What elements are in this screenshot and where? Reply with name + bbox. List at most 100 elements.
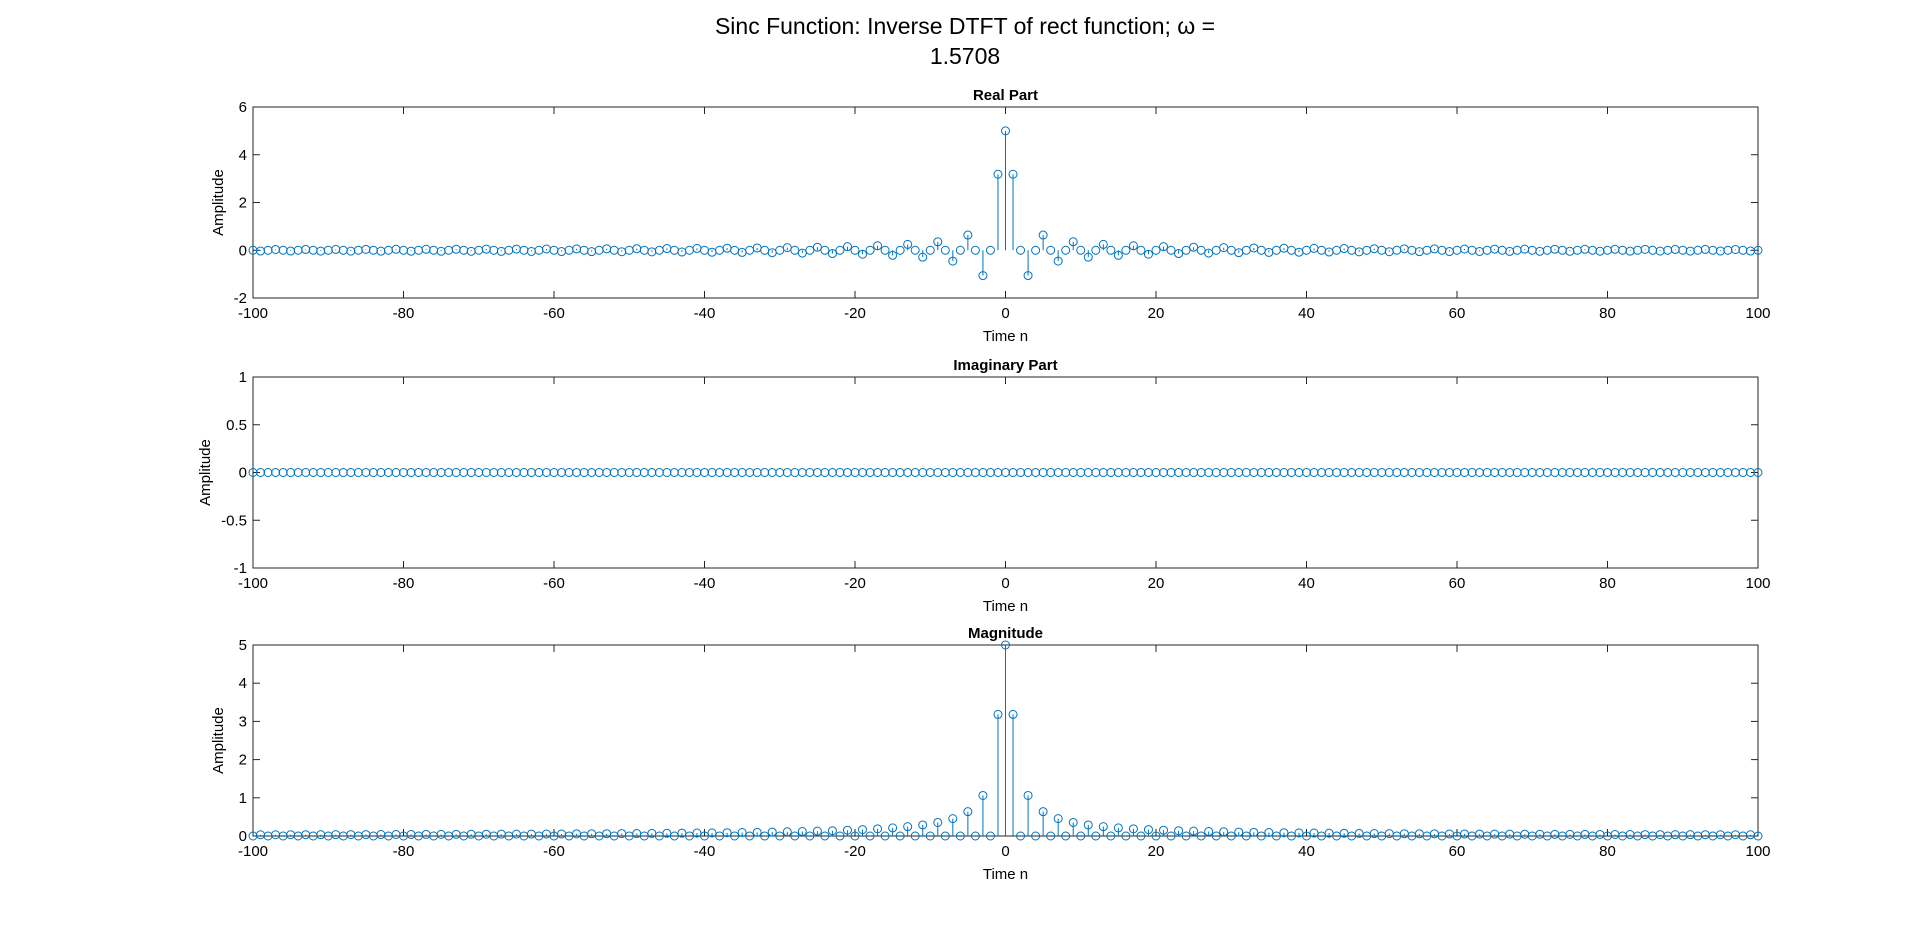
stem-marker (1189, 242, 1199, 252)
stem-marker (1046, 245, 1056, 255)
stem-point (1091, 245, 1101, 255)
y-tick-label: -1 (234, 560, 247, 577)
stem-point (888, 250, 898, 260)
stem-point (1189, 242, 1199, 252)
stem-point (752, 827, 762, 837)
x-axis-label: Time n (983, 598, 1028, 615)
x-tick-label: -20 (844, 843, 866, 860)
stem-point (1279, 828, 1289, 838)
stem-point (850, 831, 860, 841)
stem-marker (910, 831, 920, 841)
x-tick-label: -80 (393, 843, 415, 860)
stem-point (790, 245, 800, 255)
stem-marker (948, 256, 958, 266)
x-tick-label: -40 (694, 575, 716, 592)
stem-point (1016, 245, 1026, 255)
stem-marker (1091, 245, 1101, 255)
stem-marker (1174, 249, 1184, 259)
stem-marker (669, 831, 679, 841)
stem-marker (805, 831, 815, 841)
stem-marker (790, 831, 800, 841)
stem-point (790, 831, 800, 841)
stem-marker (1279, 828, 1289, 838)
stem-marker (940, 245, 950, 255)
stem-point (767, 827, 777, 837)
stem-marker (1076, 245, 1086, 255)
y-tick-label: 2 (239, 752, 247, 769)
stem-point (707, 828, 717, 838)
stem-point (1061, 245, 1071, 255)
stem-marker (700, 831, 709, 841)
stem-point (1008, 709, 1018, 836)
stem-point (1106, 831, 1116, 841)
stem-marker (1159, 825, 1169, 835)
stem-point (903, 822, 913, 836)
stem-point (880, 245, 890, 255)
stem-point (985, 245, 995, 255)
stem-point (918, 820, 928, 836)
stem-point (1256, 831, 1266, 841)
stem-point (1091, 831, 1101, 841)
stem-marker (1309, 828, 1319, 838)
stem-marker (1317, 831, 1327, 841)
stem-point (1159, 242, 1169, 252)
stem-point (1753, 468, 1763, 477)
stem-marker (865, 245, 875, 255)
stem-point (1181, 831, 1191, 841)
stem-series (248, 468, 1763, 477)
stem-marker (1196, 245, 1206, 255)
stem-marker (1166, 831, 1176, 841)
stem-point (1113, 823, 1123, 836)
stem-marker (775, 831, 785, 841)
x-tick-label: 80 (1599, 575, 1616, 592)
stem-point (1174, 826, 1184, 836)
stem-point (760, 831, 770, 841)
stem-point (700, 831, 709, 841)
stem-marker (1016, 245, 1026, 255)
stem-marker (918, 820, 928, 830)
stem-marker (978, 271, 988, 281)
stem-marker (820, 831, 830, 841)
x-tick-label: 0 (1001, 843, 1009, 860)
stem-marker (1264, 828, 1274, 838)
stem-point (827, 249, 837, 259)
stem-marker (737, 828, 747, 838)
stem-marker (1068, 817, 1078, 827)
stem-point (1083, 820, 1093, 836)
x-tick-label: 20 (1148, 843, 1165, 860)
stem-point (1286, 831, 1296, 841)
stem-marker (1234, 827, 1244, 837)
stem-marker (925, 831, 935, 841)
stem-point (1189, 826, 1199, 836)
stem-point (835, 831, 845, 841)
stem-marker (850, 245, 860, 255)
stem-marker (1166, 245, 1176, 255)
stem-point (1128, 241, 1138, 251)
stem-marker (858, 249, 868, 259)
x-tick-label: 60 (1449, 843, 1466, 860)
stem-point (933, 817, 943, 836)
subplot-3: -100 -80 -60 -40 -20 0 20 40 60 80 100 0 1 2 3 4 5 Magnit… (210, 625, 1771, 883)
x-tick-label: -100 (238, 575, 268, 592)
stem-marker (888, 250, 898, 260)
stem-marker (722, 828, 732, 838)
stem-marker (1249, 827, 1259, 837)
x-tick-label: -20 (844, 575, 866, 592)
stem-point (865, 831, 875, 841)
stem-point (1001, 640, 1010, 836)
stem-marker (1136, 831, 1146, 841)
stem-point (1023, 790, 1033, 836)
stem-marker (1324, 828, 1334, 838)
stem-marker (933, 817, 943, 827)
stem-marker (1016, 831, 1026, 841)
stem-point (745, 831, 755, 841)
stem-point (684, 831, 694, 841)
stem-marker (1128, 241, 1138, 251)
stem-marker (880, 245, 890, 255)
stem-point (1204, 826, 1214, 836)
stem-point (775, 831, 785, 841)
stem-point (1068, 237, 1078, 251)
subplot-title: Real Part (973, 87, 1038, 104)
stem-marker (797, 248, 807, 258)
stem-point (1309, 828, 1319, 838)
